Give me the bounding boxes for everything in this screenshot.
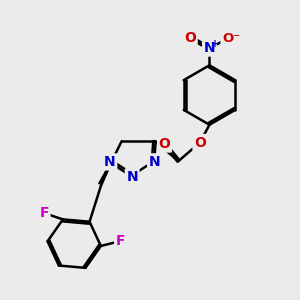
- Text: O: O: [194, 136, 206, 150]
- Text: O⁻: O⁻: [222, 32, 240, 45]
- Text: N: N: [104, 155, 116, 169]
- Text: +: +: [211, 39, 219, 49]
- Text: O: O: [184, 31, 196, 45]
- Text: F: F: [116, 234, 125, 248]
- Text: O: O: [159, 137, 170, 151]
- Text: N: N: [204, 41, 215, 55]
- Text: N: N: [148, 155, 160, 169]
- Text: N: N: [126, 170, 138, 184]
- Text: F: F: [39, 206, 49, 220]
